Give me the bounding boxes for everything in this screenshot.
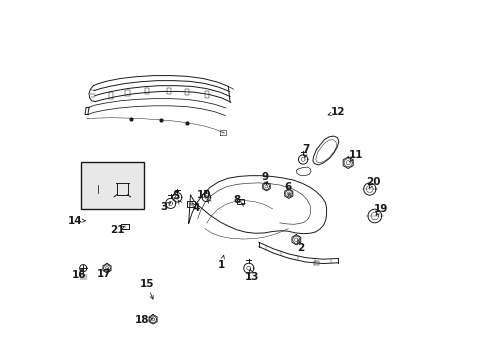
Bar bbox=[236, 199, 244, 204]
Bar bbox=[187, 201, 195, 207]
Bar bbox=[125, 90, 129, 96]
Bar bbox=[109, 92, 113, 99]
Text: 3: 3 bbox=[160, 202, 167, 212]
Text: 16: 16 bbox=[72, 270, 86, 280]
Text: 5: 5 bbox=[171, 191, 179, 201]
Text: 15: 15 bbox=[139, 279, 154, 289]
Text: 14: 14 bbox=[68, 216, 82, 226]
Text: 17: 17 bbox=[97, 269, 111, 279]
Text: 13: 13 bbox=[244, 272, 259, 282]
Bar bbox=[204, 91, 208, 98]
Text: 6: 6 bbox=[284, 182, 291, 192]
Text: 18: 18 bbox=[134, 315, 149, 325]
Text: 20: 20 bbox=[366, 177, 380, 187]
Text: 1: 1 bbox=[217, 260, 224, 270]
Bar bbox=[166, 88, 171, 94]
Text: 22: 22 bbox=[95, 163, 109, 173]
Text: 2: 2 bbox=[296, 243, 304, 253]
Text: 11: 11 bbox=[348, 150, 363, 160]
Text: 4: 4 bbox=[192, 203, 199, 213]
Bar bbox=[81, 162, 143, 209]
Text: 21: 21 bbox=[110, 225, 125, 235]
Text: 7: 7 bbox=[302, 144, 309, 154]
Text: 9: 9 bbox=[261, 172, 268, 183]
Bar bbox=[145, 88, 149, 94]
Text: 8: 8 bbox=[232, 195, 240, 205]
Text: 19: 19 bbox=[373, 204, 387, 214]
Text: 12: 12 bbox=[330, 107, 345, 117]
Text: 10: 10 bbox=[196, 190, 211, 201]
Bar bbox=[184, 89, 189, 95]
